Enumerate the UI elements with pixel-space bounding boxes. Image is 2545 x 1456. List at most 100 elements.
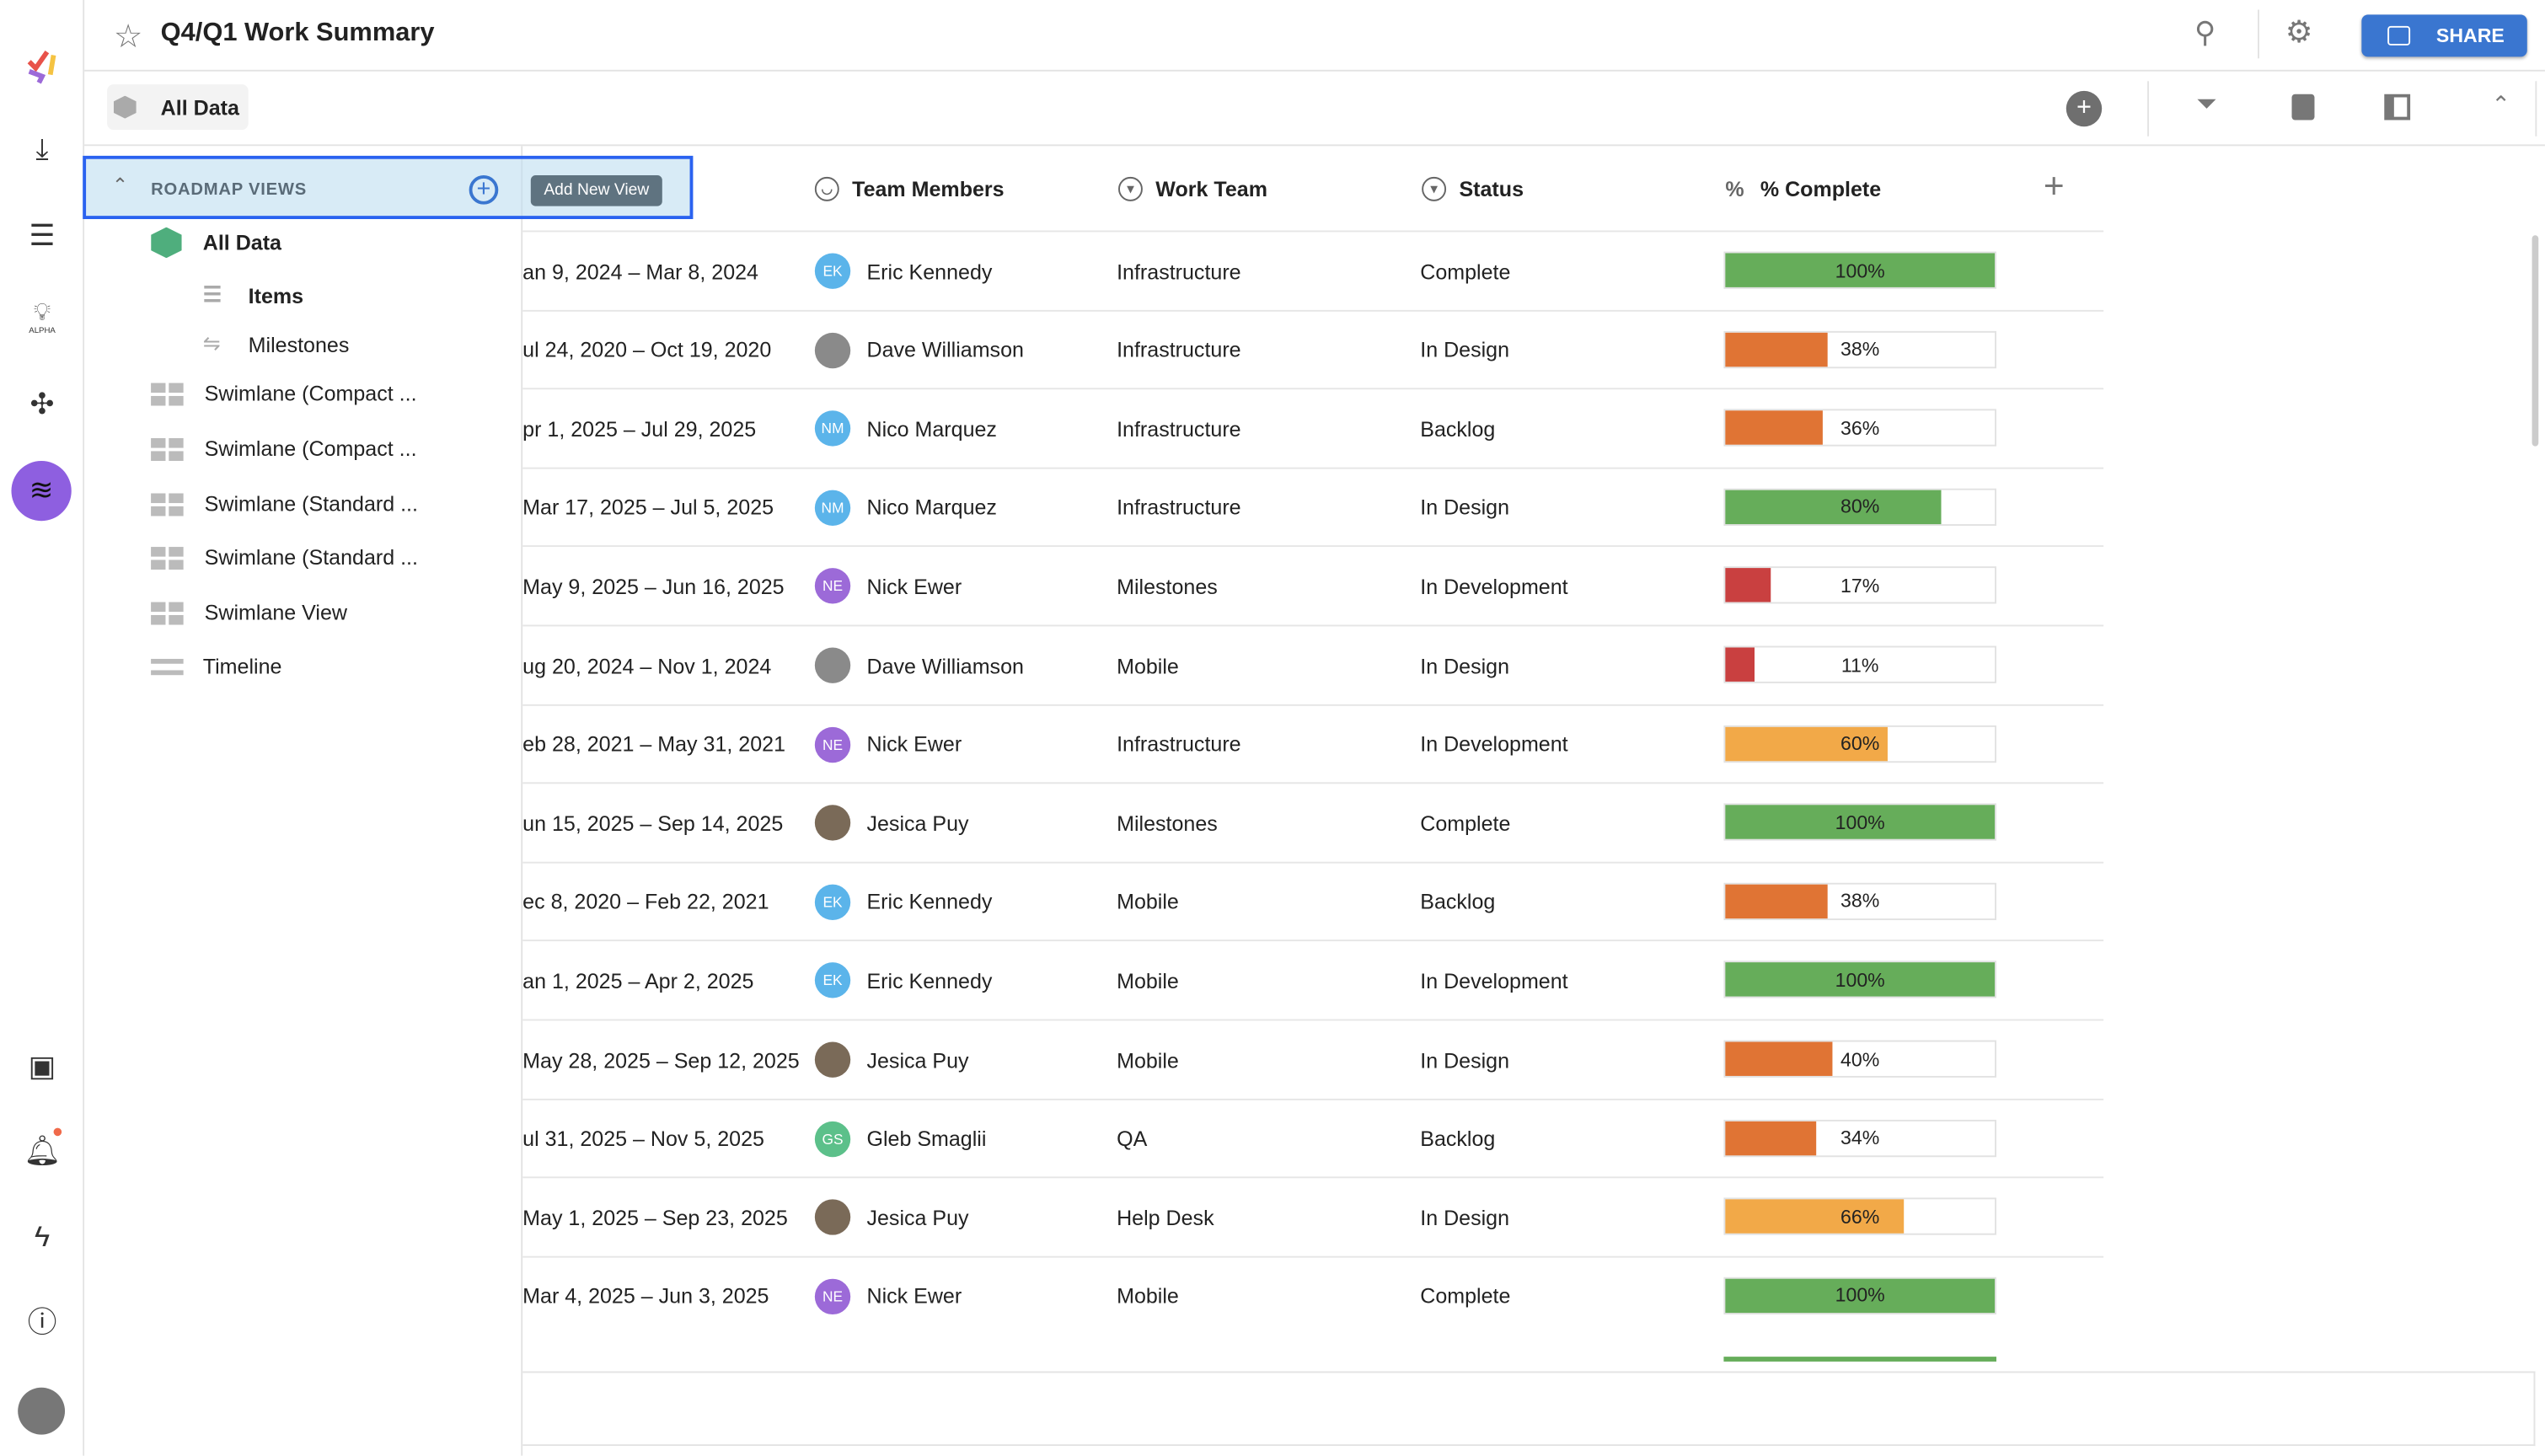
progress-fill	[1725, 568, 1771, 603]
status: Backlog	[1420, 1126, 1496, 1151]
user-avatar[interactable]	[18, 1387, 66, 1435]
progress-fill	[1725, 726, 1888, 761]
layout-icon[interactable]	[2384, 94, 2411, 120]
team-member[interactable]: Dave Williamson	[814, 626, 1024, 704]
team-member[interactable]: Jesica Puy	[814, 1020, 969, 1098]
table-row[interactable]: Mar 17, 2025 – Jul 5, 2025 NM Nico Marque…	[522, 467, 2104, 546]
add-item-button[interactable]: +	[2065, 90, 2103, 127]
lightning-icon[interactable]: ϟ	[34, 1219, 51, 1252]
toolbar: All Data + ⏷ ⌃	[84, 72, 2545, 147]
team-member[interactable]: NE Nick Ewer	[814, 548, 962, 625]
team-member[interactable]: EK Eric Kennedy	[814, 942, 992, 1020]
team-member[interactable]: EK Eric Kennedy	[814, 232, 992, 309]
import-icon[interactable]: ⤓	[35, 131, 49, 165]
star-icon[interactable]: ☆	[113, 19, 143, 56]
grid-icon	[151, 437, 184, 461]
roadmap-icon[interactable]: ≋	[11, 460, 72, 522]
gear-icon[interactable]: ⚙	[2285, 16, 2313, 51]
avatar: NE	[814, 726, 851, 763]
table-row[interactable]: Mar 4, 2025 – Jun 3, 2025 NE Nick Ewer Mo…	[522, 1255, 2104, 1335]
table-row[interactable]: pr 1, 2025 – Jul 29, 2025 NM Nico Marquez…	[522, 388, 2104, 468]
view-swimlane-standard-1[interactable]: Swimlane (Standard ...	[151, 492, 418, 516]
view-chip[interactable]: All Data	[107, 84, 249, 131]
status: In Design	[1420, 337, 1510, 362]
scrollbar[interactable]	[2532, 235, 2539, 447]
date-range: un 15, 2025 – Sep 14, 2025	[522, 811, 784, 836]
view-swimlane-standard-2[interactable]: Swimlane (Standard ...	[151, 545, 418, 570]
partial-row	[522, 1357, 2103, 1371]
grid-icon	[151, 546, 184, 570]
collapse-icon[interactable]: ✣	[29, 387, 55, 420]
view-timeline[interactable]: Timeline	[151, 654, 281, 678]
share-button[interactable]: SHARE	[2361, 14, 2527, 57]
table-row[interactable]: ec 8, 2020 – Feb 22, 2021 EK Eric Kennedy…	[522, 861, 2104, 940]
work-team: Infrastructure	[1117, 337, 1241, 362]
add-column-button[interactable]: +	[2043, 165, 2065, 206]
team-member[interactable]: EK Eric Kennedy	[814, 863, 992, 940]
table-row[interactable]: an 9, 2024 – Mar 8, 2024 EK Eric Kennedy …	[522, 230, 2104, 309]
work-team: Infrastructure	[1117, 731, 1241, 757]
percent-icon: %	[1725, 175, 1744, 201]
work-team: Infrastructure	[1117, 416, 1241, 442]
table-row[interactable]: un 15, 2025 – Sep 14, 2025 Jesica Puy Mi…	[522, 782, 2104, 862]
chevron-up-icon[interactable]: ⌃	[2491, 90, 2511, 117]
filter-icon[interactable]: ⏷	[2195, 90, 2217, 119]
date-range: ul 31, 2025 – Nov 5, 2025	[522, 1126, 764, 1151]
table-row[interactable]: May 1, 2025 – Sep 23, 2025 Jesica Puy He…	[522, 1176, 2104, 1256]
table-row[interactable]: May 9, 2025 – Jun 16, 2025 NE Nick Ewer M…	[522, 545, 2104, 625]
views-panel: All Data ☰ Items ⇋ Milestones Swimlane (Co…	[84, 146, 523, 1456]
add-view-button[interactable]: +	[469, 175, 499, 205]
status: In Development	[1420, 731, 1568, 757]
avatar: EK	[814, 962, 851, 999]
contacts-icon[interactable]: ▣	[28, 1049, 56, 1082]
date-range: May 9, 2025 – Jun 16, 2025	[522, 574, 785, 599]
status: Complete	[1420, 811, 1511, 836]
status: In Design	[1420, 1205, 1510, 1230]
table-row[interactable]: ul 31, 2025 – Nov 5, 2025 GS Gleb Smaglii…	[522, 1098, 2104, 1177]
ideas-icon[interactable]: 💡︎ ALPHA	[29, 297, 56, 335]
progress-fill	[1725, 884, 1828, 918]
table-row[interactable]: eb 28, 2021 – May 31, 2021 NE Nick Ewer I…	[522, 704, 2104, 783]
avatar	[814, 1199, 851, 1236]
col-work-team[interactable]: ▾ Work Team	[1118, 146, 1267, 230]
progress-bar: 40%	[1723, 1040, 1996, 1078]
team-member[interactable]: NM Nico Marquez	[814, 468, 997, 546]
avatar: EK	[814, 884, 851, 920]
col-team-members[interactable]: ◡ Team Members	[814, 146, 1005, 230]
view-swimlane-compact-2[interactable]: Swimlane (Compact ...	[151, 436, 417, 461]
table-row[interactable]: May 28, 2025 – Sep 12, 2025 Jesica Puy M…	[522, 1019, 2104, 1099]
progress-fill	[1725, 1121, 1818, 1155]
view-all-data[interactable]: All Data	[151, 227, 281, 259]
search-icon[interactable]: ⚲	[2194, 16, 2216, 49]
progress-fill	[1725, 962, 1996, 998]
team-member[interactable]: Jesica Puy	[814, 1179, 969, 1256]
col-complete[interactable]: %% Complete	[1725, 175, 1882, 201]
table-row[interactable]: ug 20, 2024 – Nov 1, 2024 Dave Williamso…	[522, 624, 2104, 704]
team-member[interactable]: GS Gleb Smaglii	[814, 1100, 986, 1177]
view-items[interactable]: ☰ Items	[202, 282, 304, 308]
team-member[interactable]: Jesica Puy	[814, 784, 969, 862]
list-icon[interactable]: ☰	[29, 218, 56, 251]
divider	[2535, 81, 2537, 136]
embed-link-icon[interactable]	[2291, 94, 2315, 120]
chevron-up-icon[interactable]: ⌃	[111, 174, 129, 197]
table-row[interactable]: ul 24, 2020 – Oct 19, 2020 Dave Williams…	[522, 309, 2104, 388]
bell-icon[interactable]: 🔔︎	[23, 1127, 62, 1170]
team-member[interactable]: NE Nick Ewer	[814, 705, 962, 783]
col-status[interactable]: ▾ Status	[1422, 146, 1524, 230]
progress-fill	[1725, 1199, 1904, 1234]
table-row[interactable]: an 1, 2025 – Apr 2, 2025 EK Eric Kennedy …	[522, 939, 2104, 1020]
grid-icon	[151, 601, 184, 624]
app-logo-icon[interactable]	[23, 46, 62, 84]
view-swimlane[interactable]: Swimlane View	[151, 601, 347, 625]
view-swimlane-compact-1[interactable]: Swimlane (Compact ...	[151, 382, 417, 406]
timeline-icon	[151, 657, 184, 675]
progress-bar: 100%	[1723, 803, 1996, 842]
help-icon[interactable]: ⓘ	[27, 1306, 57, 1339]
team-member[interactable]: NE Nick Ewer	[814, 1257, 962, 1335]
team-member[interactable]: NM Nico Marquez	[814, 390, 997, 468]
view-milestones[interactable]: ⇋ Milestones	[202, 330, 350, 356]
date-range: an 1, 2025 – Apr 2, 2025	[522, 968, 754, 993]
work-team: Infrastructure	[1117, 259, 1241, 284]
team-member[interactable]: Dave Williamson	[814, 311, 1024, 388]
